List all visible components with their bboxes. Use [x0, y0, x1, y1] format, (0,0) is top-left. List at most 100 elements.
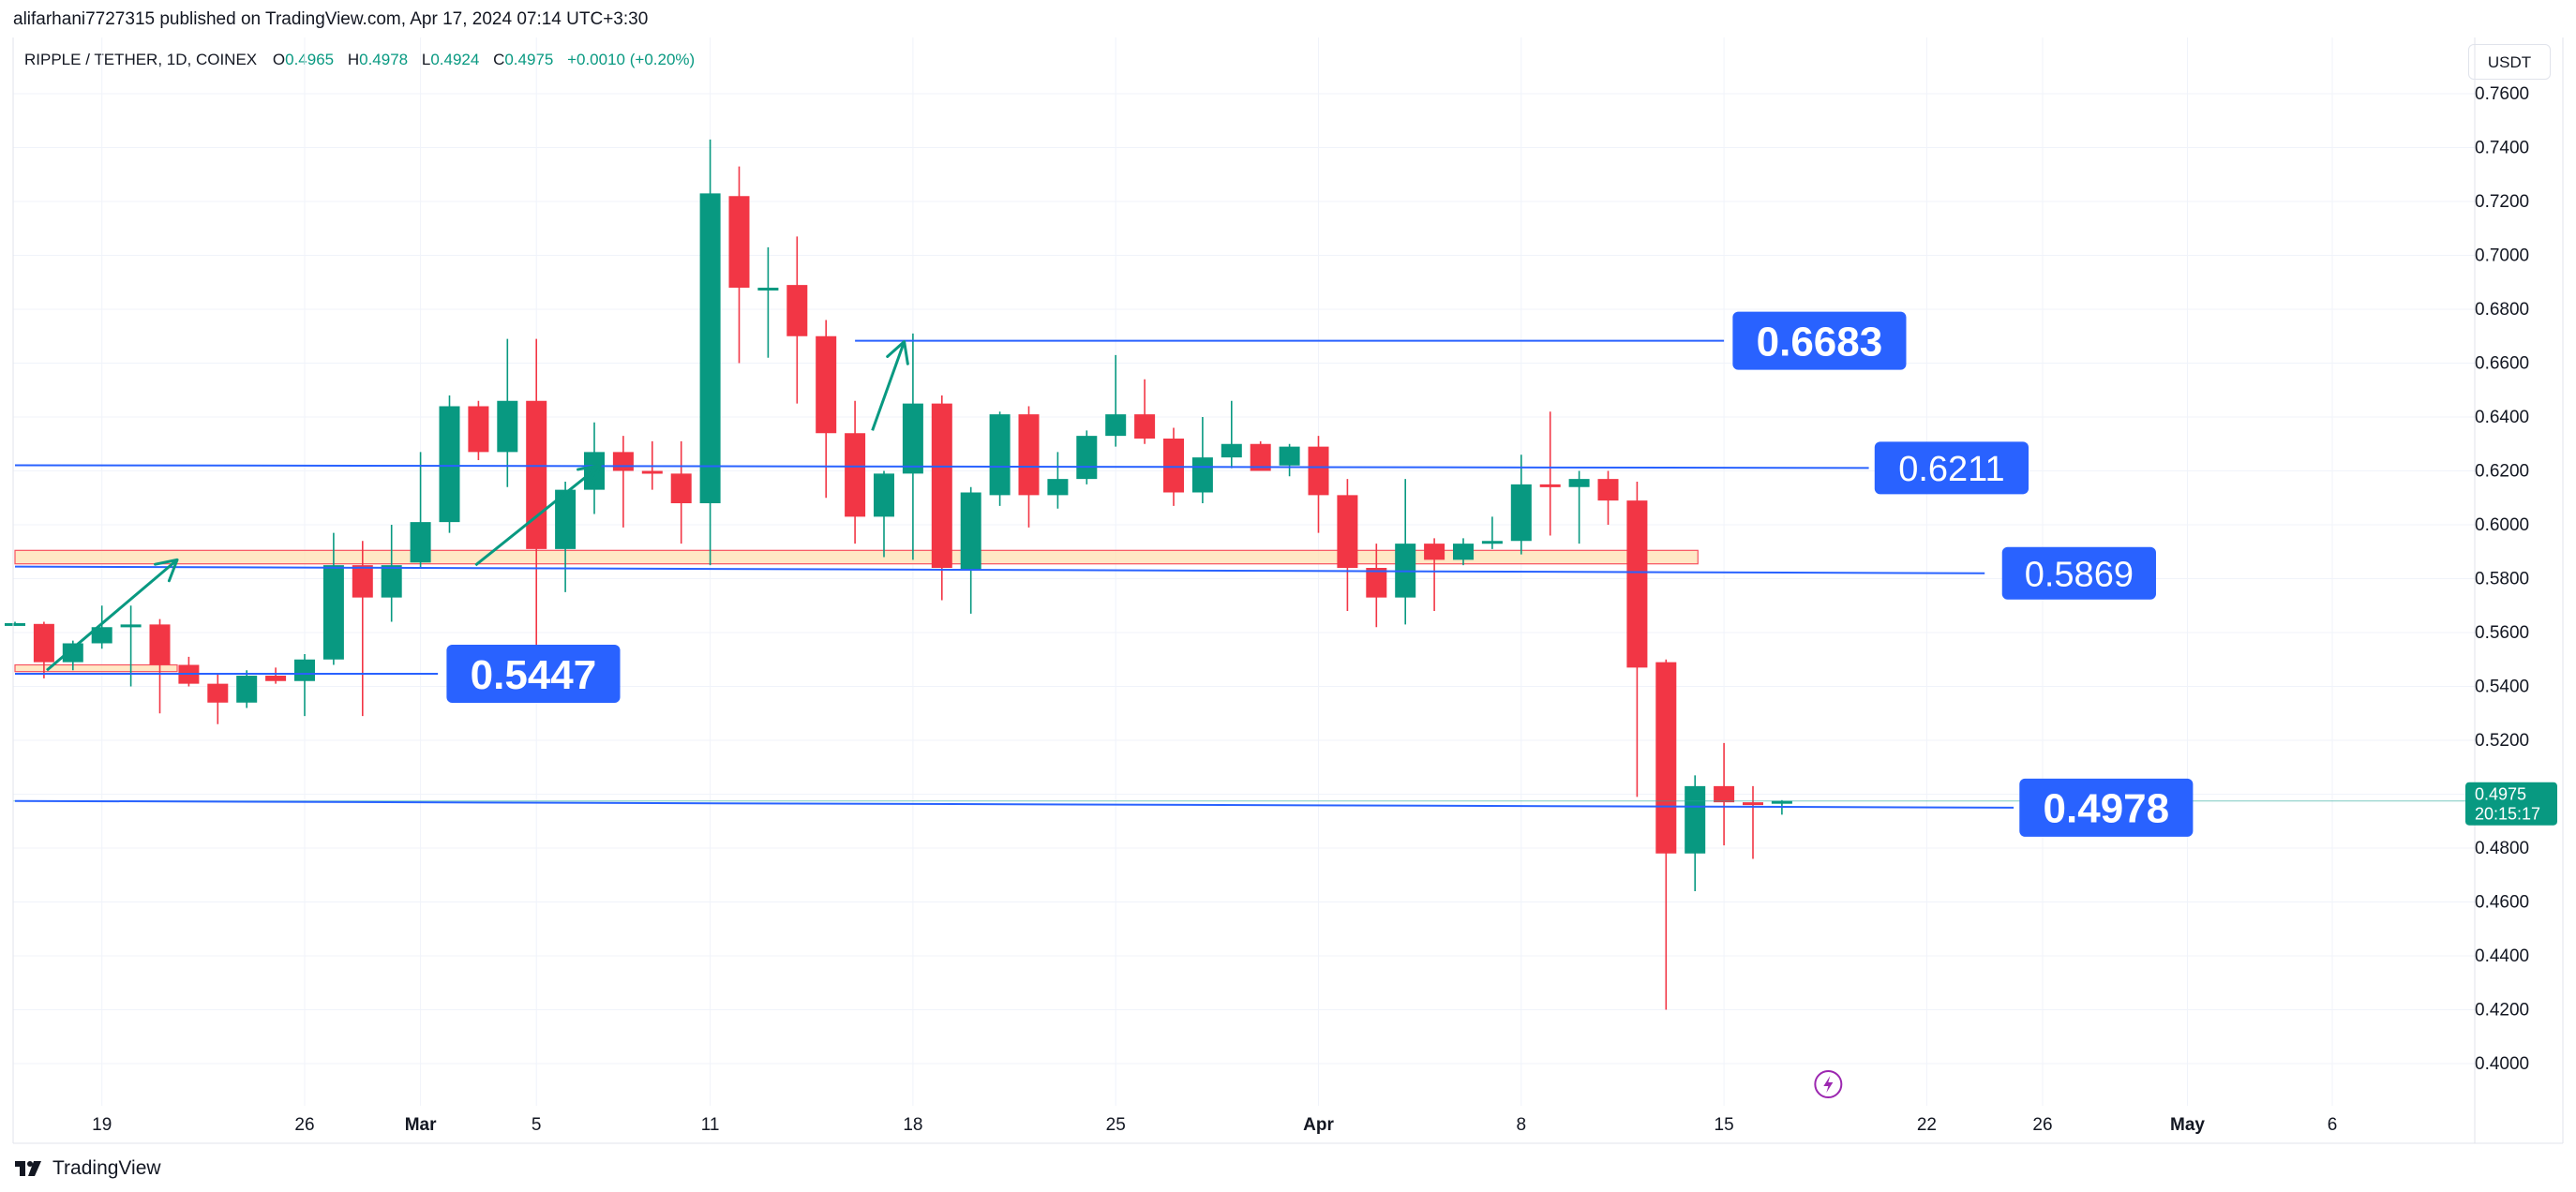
candle-body — [1626, 500, 1648, 668]
candle-body — [845, 433, 866, 517]
y-tick-label: 0.4000 — [2475, 1054, 2529, 1074]
candle-body — [236, 676, 258, 703]
low-label: L — [421, 51, 431, 68]
lightning-bolt — [1823, 1076, 1834, 1093]
level-line — [14, 565, 1985, 574]
x-tick-label: 5 — [532, 1115, 542, 1135]
candle-body — [960, 492, 981, 571]
candle-body — [120, 624, 142, 628]
candle-body — [1279, 446, 1300, 466]
axes-layer: 0.7600 0.7400 0.7200 0.7000 0.6800 0.6600 0.64… — [12, 37, 2564, 1144]
candle-body — [439, 406, 460, 523]
x-tick-label: 6 — [2328, 1115, 2338, 1135]
level-label-box — [2001, 546, 2156, 600]
y-tick-label: 0.7000 — [2475, 246, 2529, 266]
candle-body — [1047, 479, 1069, 496]
y-tick-label: 0.7600 — [2475, 84, 2529, 104]
level-label-box — [2019, 778, 2194, 837]
brand[interactable]: TradingView — [13, 1157, 161, 1180]
candle-body — [1308, 446, 1329, 496]
x-tick-label: 19 — [92, 1115, 112, 1135]
x-tick-label: 11 — [701, 1115, 720, 1135]
x-tick-label: 26 — [2032, 1115, 2052, 1135]
change-value: +0.0010 (+0.20%) — [567, 51, 696, 68]
y-tick-label: 0.6800 — [2475, 300, 2529, 320]
candle-body — [352, 565, 373, 598]
symbol-title[interactable]: RIPPLE / TETHER, 1D, COINEX — [24, 51, 258, 68]
x-tick-label: 15 — [1715, 1115, 1734, 1135]
open-label: O — [272, 51, 286, 68]
low-value: 0.4924 — [430, 51, 480, 68]
candle-body — [902, 403, 923, 474]
close-value: 0.4975 — [504, 51, 554, 68]
candle-body — [1655, 662, 1677, 854]
candle-body — [526, 400, 547, 549]
candle-body — [1221, 443, 1242, 458]
trend-arrow — [474, 464, 602, 567]
y-tick-label: 0.4400 — [2475, 946, 2529, 966]
candle-body — [1743, 802, 1763, 806]
candle-body — [207, 683, 229, 703]
candle-body — [1685, 785, 1706, 854]
support-zone — [14, 549, 1699, 565]
candle-body — [1018, 414, 1040, 496]
y-tick-label: 0.4200 — [2475, 1001, 2529, 1021]
high-label: H — [347, 51, 360, 68]
candle-body — [497, 400, 518, 453]
candle-body — [149, 624, 171, 665]
candle-body — [1366, 568, 1387, 598]
candle-body — [322, 565, 344, 660]
publisher-line: alifarhani7727315 published on TradingVi… — [13, 9, 649, 29]
level-label-box — [1732, 311, 1907, 370]
candle-body — [1510, 484, 1532, 542]
candle-body — [381, 565, 402, 598]
zones-layer — [14, 549, 1699, 673]
y-tick-label: 0.5600 — [2475, 623, 2529, 643]
support-zone — [14, 663, 178, 673]
y-tick-label: 0.5400 — [2475, 678, 2529, 697]
y-tick-label: 0.7400 — [2475, 139, 2529, 158]
candle-body — [931, 403, 952, 568]
x-tick-label: 18 — [903, 1115, 922, 1135]
candle-body — [641, 470, 663, 474]
brand-name: TradingView — [52, 1157, 161, 1179]
trend-arrow-head — [886, 340, 909, 365]
last-price-countdown: 20:15:17 — [2475, 805, 2540, 824]
candle-body — [699, 193, 721, 503]
y-tick-label: 0.6200 — [2475, 462, 2529, 482]
candle-body — [1481, 541, 1503, 544]
x-tick-label: 26 — [294, 1115, 314, 1135]
level-label: 0.4978 — [2044, 786, 2170, 832]
candle-body — [1250, 443, 1271, 471]
candle-body — [786, 285, 808, 336]
x-tick-label: 22 — [1917, 1115, 1937, 1135]
candle-body — [1597, 479, 1619, 501]
y-tick-label: 0.6600 — [2475, 354, 2529, 374]
last-price-badge — [2465, 782, 2557, 826]
tradingview-logo-icon — [15, 1161, 41, 1176]
level-label: 0.5447 — [471, 652, 597, 698]
last-price-value: 0.4975 — [2475, 785, 2526, 804]
close-label: C — [493, 51, 505, 68]
candle-body — [33, 623, 54, 663]
candle-body — [1076, 436, 1098, 480]
y-tick-label: 0.4800 — [2475, 839, 2529, 858]
candle-body — [91, 627, 112, 644]
candle-body — [5, 622, 25, 626]
x-tick-label: 8 — [1517, 1115, 1527, 1135]
candle-body — [62, 643, 83, 663]
x-tick-label: Mar — [405, 1115, 437, 1135]
candle-body — [1714, 785, 1735, 803]
trend-arrow-head — [154, 558, 179, 583]
candle-body — [555, 489, 577, 549]
candle-body — [1105, 414, 1127, 437]
candle-body — [670, 473, 692, 503]
currency-button[interactable]: USDT — [2468, 44, 2551, 80]
candle-body — [874, 473, 894, 517]
candle-body — [816, 335, 837, 434]
open-value: 0.4965 — [285, 51, 335, 68]
level-line — [14, 464, 1869, 469]
trend-arrow — [871, 340, 906, 431]
candle-body — [989, 414, 1011, 496]
